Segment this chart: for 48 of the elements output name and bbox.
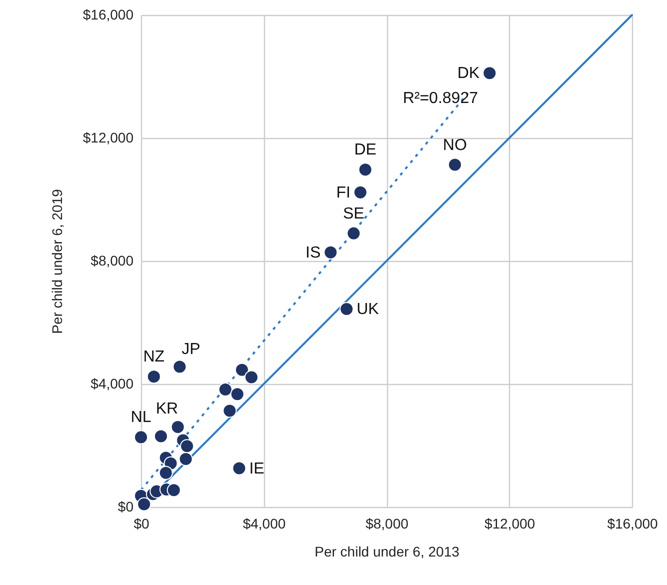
point (232, 461, 246, 476)
point (158, 466, 173, 480)
point (234, 362, 249, 377)
data-label: DK (457, 65, 480, 82)
point (340, 302, 354, 316)
x-tick-label: $12,000 (484, 516, 536, 532)
x-tick-label: $8,000 (366, 516, 409, 532)
data-label: DE (354, 142, 376, 159)
x-tick-label: $4,000 (242, 516, 286, 532)
point (146, 370, 161, 384)
data-label: UK (356, 300, 380, 318)
data-label: IS (306, 244, 321, 262)
data-label: FI (336, 184, 350, 202)
data-label: IE (249, 460, 264, 478)
point (154, 429, 168, 444)
point (230, 387, 244, 402)
point (170, 420, 185, 434)
point (137, 497, 152, 512)
x-tick-label: $16,000 (607, 516, 658, 532)
y-tick-label: $8,000 (90, 252, 134, 268)
annotation: R²=0.8927 (402, 90, 478, 107)
data-label: SE (342, 205, 364, 222)
point (244, 370, 258, 384)
point (172, 360, 187, 374)
data-label: JP (182, 340, 200, 358)
point (482, 66, 497, 80)
y-tick-label: $12,000 (82, 130, 134, 146)
point (180, 439, 194, 454)
point (358, 162, 372, 177)
y-tick-label: $4,000 (90, 376, 134, 392)
point (324, 245, 338, 260)
data-label: NZ (143, 348, 165, 366)
point (178, 452, 193, 466)
point (134, 430, 148, 444)
point (218, 382, 232, 397)
point (222, 404, 237, 418)
y-tick-label: $0 (118, 498, 134, 514)
x-axis-title: Per child under 6, 2013 (314, 544, 460, 560)
point (166, 483, 181, 498)
x-tick-label: $0 (134, 516, 150, 532)
y-axis-title: Per child under 6, 2019 (48, 188, 65, 334)
y-tick-label: $16,000 (82, 6, 134, 22)
data-label: NO (442, 136, 467, 154)
data-label: NL (130, 409, 152, 426)
point (448, 158, 462, 172)
point (346, 226, 361, 240)
data-label: KR (156, 400, 178, 418)
point (353, 185, 368, 200)
